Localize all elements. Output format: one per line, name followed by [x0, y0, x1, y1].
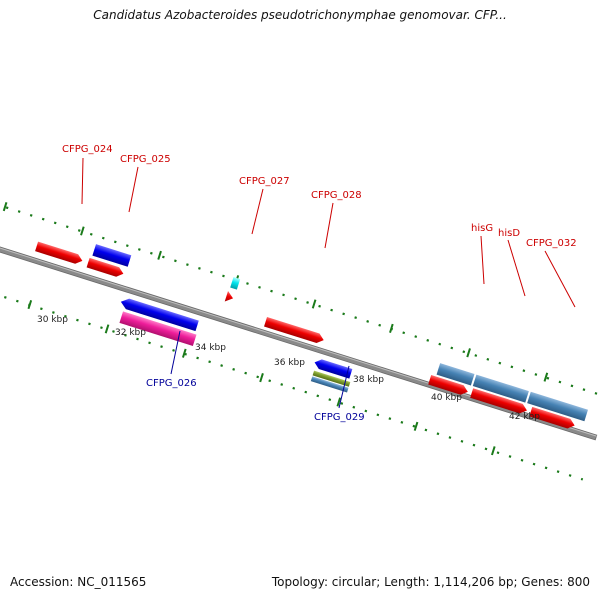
map-title: Candidatus Azobacteroides pseudotrichony… [93, 8, 507, 22]
major-tick [311, 299, 317, 309]
gene-arrow-hisd[interactable] [472, 374, 529, 403]
gene-label: CFPG_027 [239, 176, 290, 187]
major-tick [543, 372, 549, 382]
gene-label: hisD [498, 228, 520, 239]
gene-arrow[interactable] [529, 406, 576, 430]
reverse-genes[interactable] [0, 234, 355, 395]
gene-label: CFPG_024 [62, 144, 113, 155]
gene-label: CFPG_026 [146, 378, 197, 389]
kbp-label: 40 kbp [431, 393, 462, 403]
gene-arrow-cfpg027-b[interactable] [224, 291, 235, 304]
kbp-label: 34 kbp [195, 343, 226, 353]
gene-arrow[interactable] [470, 388, 528, 415]
major-tick [389, 323, 394, 333]
gene-arrow-hisg[interactable] [436, 363, 475, 386]
gene-arrow-cfpg026[interactable] [119, 311, 197, 347]
major-tick [259, 373, 264, 383]
callout-lines [81, 157, 576, 308]
gene-arrow-cfpg029-c[interactable] [310, 376, 349, 393]
gene-arrow-cfpg026-b[interactable] [119, 297, 199, 332]
accession-text: Accession: NC_011565 [10, 575, 147, 589]
major-tick [27, 299, 33, 310]
major-tick [490, 446, 496, 456]
kbp-label: 36 kbp [274, 358, 305, 368]
gene-label: hisG [471, 223, 493, 234]
gene-arrow[interactable] [428, 375, 469, 397]
gene-label: CFPG_029 [314, 412, 365, 423]
gene-arrow-cfpg029-b[interactable] [313, 358, 353, 379]
kbp-label: 32 kbp [115, 328, 146, 338]
gene-label: CFPG_032 [526, 238, 577, 249]
forward-genes[interactable] [0, 179, 594, 433]
major-tick [413, 421, 419, 431]
gene-arrow-cfpg024[interactable] [35, 241, 84, 266]
major-tick [104, 324, 110, 334]
gene-arrow-cfpg025-b[interactable] [92, 244, 132, 267]
gene-arrow-cfpg032[interactable] [527, 391, 588, 422]
kbp-label: 38 kbp [353, 375, 384, 385]
topology-text: Topology: circular; Length: 1,114,206 bp… [271, 575, 590, 589]
major-tick [466, 348, 471, 358]
gene-arrow-cfpg028[interactable] [264, 316, 325, 345]
gene-label: CFPG_028 [311, 190, 362, 201]
gene-arrow-cfpg025[interactable] [86, 257, 125, 279]
major-tick [80, 226, 85, 236]
gene-labels: CFPG_024 CFPG_025 CFPG_027 CFPG_028 hisG… [62, 144, 577, 423]
major-tick [2, 202, 8, 212]
callout-lines-blue [170, 330, 350, 409]
major-tick [336, 397, 342, 407]
inner-tick-ring [0, 261, 584, 481]
gene-label: CFPG_025 [120, 154, 171, 165]
major-tick [181, 348, 187, 358]
kbp-labels: 30 kbp 32 kbp 34 kbp 36 kbp 38 kbp 40 kb… [37, 315, 540, 422]
major-tick [157, 250, 162, 260]
gene-arrow-cfpg027[interactable] [230, 277, 241, 290]
kbp-label: 42 kbp [509, 412, 540, 422]
kbp-label: 30 kbp [37, 315, 68, 325]
gene-arrow-cfpg029[interactable] [312, 370, 351, 387]
